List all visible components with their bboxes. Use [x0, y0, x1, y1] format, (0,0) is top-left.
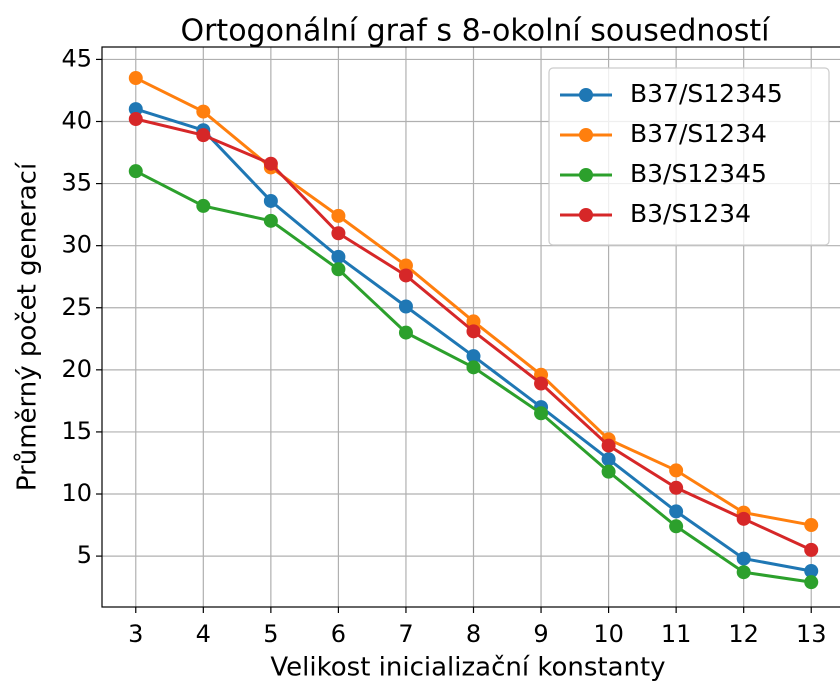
y-tick-label: 45 [61, 44, 92, 72]
legend: B37/S12345 B37/S1234 B3/S12345 B3/S1234 [548, 67, 830, 246]
data-point [736, 551, 751, 566]
legend-marker [579, 128, 593, 142]
legend-box [548, 67, 830, 246]
data-point [466, 314, 481, 329]
y-tick-label: 35 [61, 169, 92, 197]
legend-label: B3/S1234 [630, 199, 751, 228]
x-tick-label: 9 [533, 620, 548, 648]
plot-frame [101, 46, 840, 608]
data-point [804, 518, 819, 533]
data-point [736, 511, 751, 526]
data-point [669, 480, 684, 495]
x-tick-label: 4 [196, 620, 211, 648]
data-point [466, 349, 481, 364]
data-point [669, 519, 684, 534]
data-point [669, 463, 684, 478]
data-point [331, 262, 346, 277]
data-point [196, 128, 211, 143]
legend-label: B37/S12345 [630, 79, 783, 108]
data-point [331, 249, 346, 264]
data-point [128, 102, 143, 117]
y-axis-label: Průměrný počet generací [13, 162, 43, 491]
data-point [804, 575, 819, 590]
data-point [736, 565, 751, 580]
data-point [398, 268, 413, 283]
x-tick-label: 13 [796, 620, 827, 648]
data-point [128, 112, 143, 127]
x-tick-label: 3 [128, 620, 143, 648]
data-point [669, 504, 684, 519]
data-point [398, 325, 413, 340]
data-point [601, 438, 616, 453]
x-tick-label: 5 [263, 620, 278, 648]
x-tick-label: 6 [331, 620, 346, 648]
x-tick-label: 8 [466, 620, 481, 648]
data-point [601, 452, 616, 467]
y-tick-label: 30 [61, 231, 92, 259]
data-point [196, 198, 211, 213]
data-point [128, 164, 143, 179]
data-point [196, 104, 211, 119]
legend-marker [579, 168, 593, 182]
legend-marker [579, 88, 593, 102]
x-tick-label: 7 [398, 620, 413, 648]
y-tick-label: 40 [61, 107, 92, 135]
y-tick-label: 5 [77, 541, 92, 569]
chart-title: Ortogonální graf s 8-okolní sousedností [180, 14, 771, 49]
x-tick-label: 12 [728, 620, 759, 648]
y-tick-label: 10 [61, 479, 92, 507]
data-point [398, 258, 413, 273]
y-tick-label: 20 [61, 355, 92, 383]
data-point [263, 193, 278, 208]
data-point [601, 464, 616, 479]
x-tick-label: 11 [661, 620, 692, 648]
y-tick-label: 25 [61, 293, 92, 321]
data-point [534, 376, 549, 391]
data-point [263, 213, 278, 228]
data-point [466, 360, 481, 375]
data-point [466, 324, 481, 339]
legend-marker [579, 208, 593, 222]
data-point [263, 156, 278, 171]
data-point [534, 406, 549, 421]
legend-label: B3/S12345 [630, 159, 767, 188]
legend-label: B37/S1234 [630, 119, 767, 148]
x-tick-label: 10 [593, 620, 624, 648]
data-point [128, 71, 143, 86]
data-point [331, 208, 346, 223]
data-point [804, 542, 819, 557]
x-axis-label: Velikost inicializační konstanty [270, 653, 665, 683]
y-tick-label: 15 [61, 417, 92, 445]
data-point [331, 226, 346, 241]
data-point [804, 563, 819, 578]
data-point [398, 299, 413, 314]
